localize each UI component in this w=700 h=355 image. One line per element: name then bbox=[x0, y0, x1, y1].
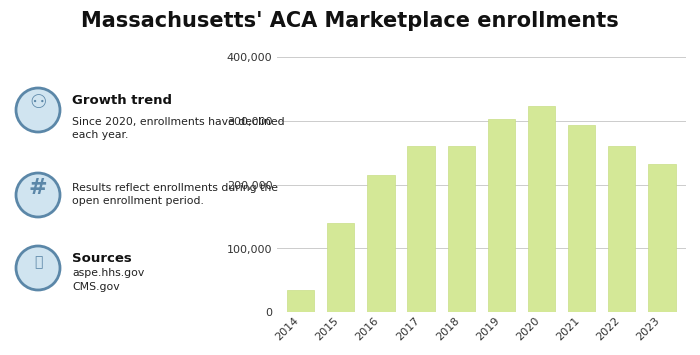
Circle shape bbox=[16, 88, 60, 132]
Text: #: # bbox=[29, 178, 48, 198]
Circle shape bbox=[16, 173, 60, 217]
Bar bbox=[327, 223, 354, 312]
Text: Sources: Sources bbox=[72, 252, 132, 265]
Text: Massachusetts' ACA Marketplace enrollments: Massachusetts' ACA Marketplace enrollmen… bbox=[81, 11, 619, 31]
Bar bbox=[608, 146, 636, 312]
Text: 🔍: 🔍 bbox=[34, 255, 42, 269]
Text: health: health bbox=[24, 291, 60, 301]
Bar bbox=[488, 119, 515, 312]
Text: .org: .org bbox=[27, 322, 56, 335]
Text: insurance: insurance bbox=[25, 308, 59, 314]
Text: Since 2020, enrollments have declined
each year.: Since 2020, enrollments have declined ea… bbox=[72, 117, 285, 140]
Bar bbox=[407, 146, 435, 312]
Text: Results reflect enrollments during the
open enrollment period.: Results reflect enrollments during the o… bbox=[72, 183, 278, 206]
Bar bbox=[287, 290, 314, 312]
Bar bbox=[368, 175, 395, 312]
Bar bbox=[648, 164, 676, 312]
Bar bbox=[568, 125, 595, 312]
Bar bbox=[447, 146, 475, 312]
Circle shape bbox=[16, 246, 60, 290]
Bar bbox=[528, 106, 555, 312]
Text: Growth trend: Growth trend bbox=[72, 93, 172, 106]
Text: aspe.hhs.gov
CMS.gov: aspe.hhs.gov CMS.gov bbox=[72, 268, 144, 292]
Text: ⚇: ⚇ bbox=[29, 93, 47, 113]
